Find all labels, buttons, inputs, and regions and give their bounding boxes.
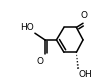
Text: O: O xyxy=(36,57,43,66)
Text: OH: OH xyxy=(79,70,93,79)
Text: HO: HO xyxy=(20,23,34,32)
Text: O: O xyxy=(80,11,87,20)
